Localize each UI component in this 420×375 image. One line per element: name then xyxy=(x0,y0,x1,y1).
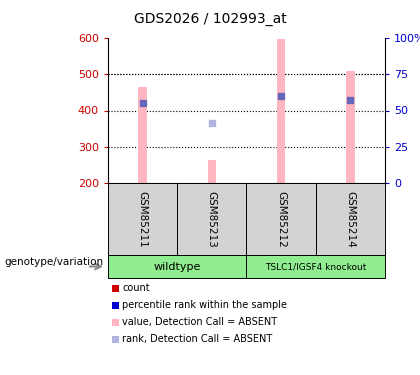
Text: GSM85212: GSM85212 xyxy=(276,190,286,248)
Text: value, Detection Call = ABSENT: value, Detection Call = ABSENT xyxy=(122,317,277,327)
Text: GSM85213: GSM85213 xyxy=(207,190,217,248)
Text: wildtype: wildtype xyxy=(154,261,201,272)
Text: TSLC1/IGSF4 knockout: TSLC1/IGSF4 knockout xyxy=(265,262,366,271)
Text: rank, Detection Call = ABSENT: rank, Detection Call = ABSENT xyxy=(122,334,273,344)
Text: GSM85211: GSM85211 xyxy=(138,190,147,248)
Bar xyxy=(277,39,285,183)
Bar xyxy=(139,87,147,183)
Text: count: count xyxy=(122,283,150,293)
Text: GDS2026 / 102993_at: GDS2026 / 102993_at xyxy=(134,12,286,26)
Text: percentile rank within the sample: percentile rank within the sample xyxy=(122,300,287,310)
Text: genotype/variation: genotype/variation xyxy=(4,257,103,267)
Bar xyxy=(208,160,216,183)
Bar xyxy=(346,70,354,183)
Text: GSM85214: GSM85214 xyxy=(345,190,355,248)
